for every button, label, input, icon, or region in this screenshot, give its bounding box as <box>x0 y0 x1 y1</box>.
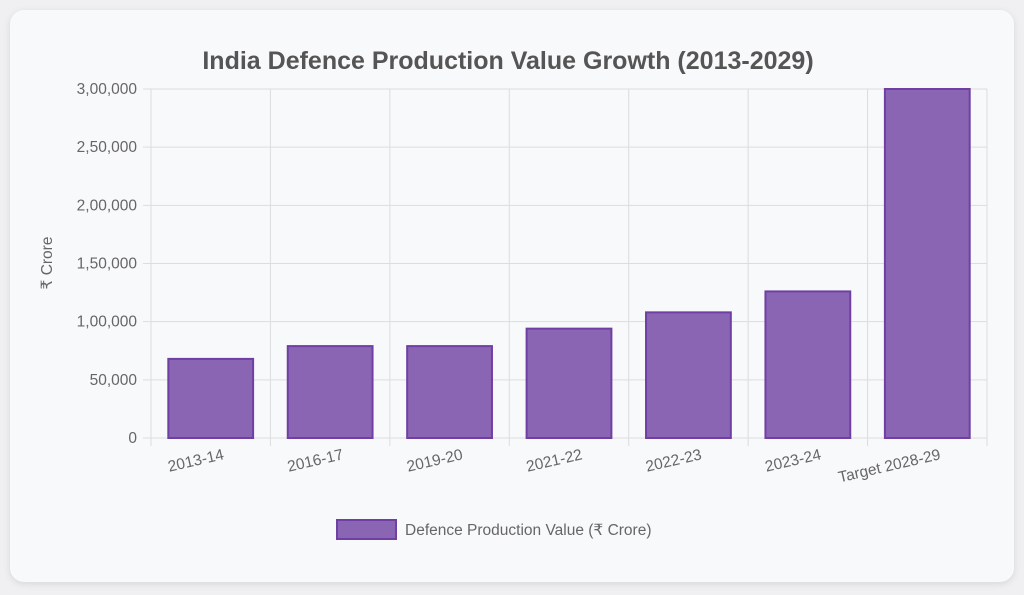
bar[interactable] <box>406 345 493 440</box>
y-axis-label: ₹ Crore <box>39 237 56 290</box>
legend-swatch <box>336 519 397 540</box>
legend-label: Defence Production Value (₹ Crore) <box>405 522 652 539</box>
x-tick-label: 2023-24 <box>764 446 824 475</box>
bars <box>167 88 971 440</box>
legend[interactable]: Defence Production Value (₹ Crore) <box>336 519 652 540</box>
bar[interactable] <box>525 327 613 439</box>
bar[interactable] <box>764 290 852 440</box>
x-tick-label: 2022-23 <box>644 446 703 475</box>
bar[interactable] <box>645 311 732 439</box>
y-tick-label: 1,00,000 <box>77 314 138 331</box>
x-axis-ticks: 2013-14 2016-17 2019-20 2021-22 2022-23 2023-… <box>166 446 942 486</box>
bar[interactable] <box>883 88 971 439</box>
y-tick-label: 2,50,000 <box>77 139 138 156</box>
y-tick-label: 3,00,000 <box>77 81 138 98</box>
y-tick-label: 0 <box>128 430 137 447</box>
x-tick-label: 2013-14 <box>166 446 226 475</box>
chart-title: India Defence Production Value Growth (2… <box>202 47 813 75</box>
bar[interactable] <box>286 345 374 440</box>
x-tick-label: Target 2028-29 <box>837 446 942 486</box>
y-axis-ticks: 0 50,000 1,00,000 1,50,000 2,00,000 2,50,000 3… <box>77 81 138 447</box>
y-tick-label: 1,50,000 <box>77 256 138 273</box>
x-tick-label: 2021-22 <box>525 446 584 475</box>
x-tick-label: 2019-20 <box>405 446 465 475</box>
x-tick-label: 2016-17 <box>286 446 345 475</box>
y-tick-label: 2,00,000 <box>77 197 138 214</box>
y-tick-label: 50,000 <box>90 372 138 389</box>
bar[interactable] <box>167 357 255 440</box>
